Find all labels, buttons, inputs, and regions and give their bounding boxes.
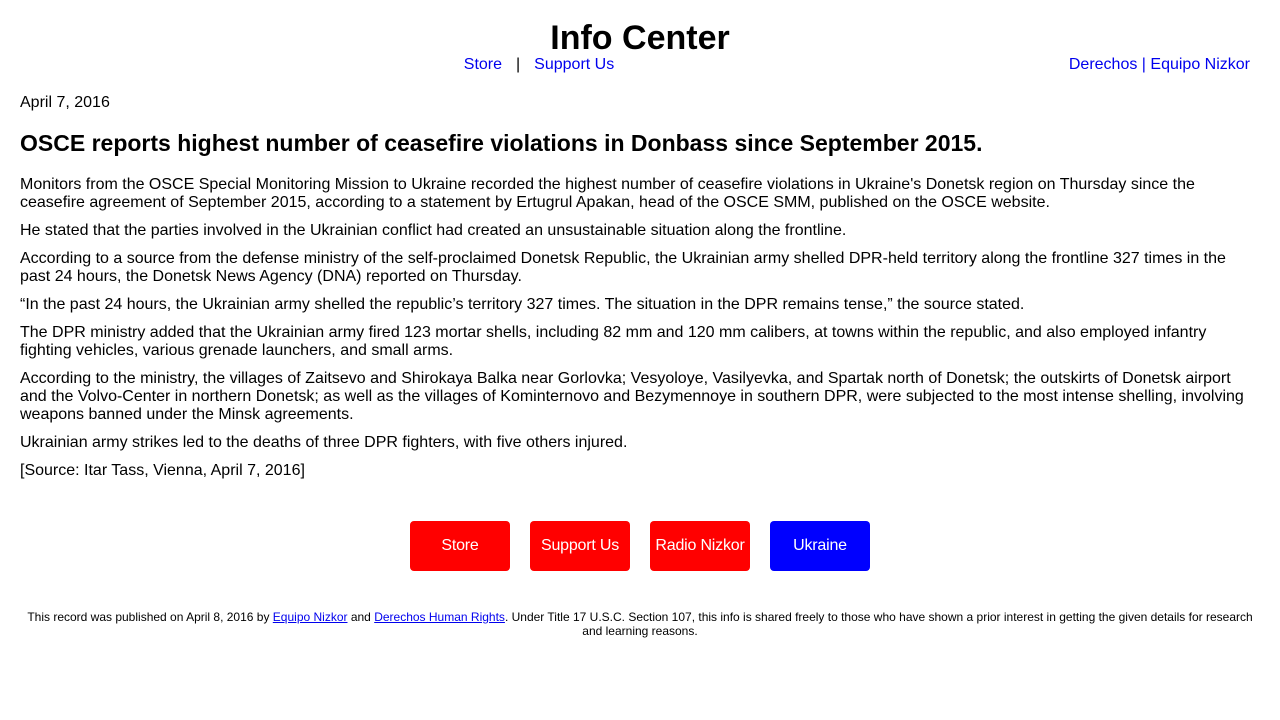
footer-equipo-nizkor-link[interactable]: Equipo Nizkor (272, 610, 348, 624)
article-paragraph: He stated that the parties involved in t… (20, 222, 847, 239)
nav-support-link[interactable]: Support Us (534, 56, 615, 73)
article: April 7, 2016 OSCE reports highest numbe… (20, 93, 1260, 490)
nav-store-link[interactable]: Store (463, 56, 503, 73)
footer-notice: This record was published on April 8, 20… (20, 610, 1260, 638)
article-source: [Source: Itar Tass, Vienna, April 7, 201… (20, 462, 305, 479)
store-button[interactable]: Store (410, 521, 510, 571)
article-paragraph: Ukrainian army strikes led to the deaths… (20, 434, 628, 451)
article-headline: OSCE reports highest number of ceasefire… (20, 130, 983, 156)
support-us-button[interactable]: Support Us (530, 521, 630, 571)
top-right-nav: Derechos | Equipo Nizkor (1069, 55, 1250, 75)
radio-nizkor-button[interactable]: Radio Nizkor (650, 521, 750, 571)
footer-text-before: This record was published on April 8, 20… (27, 610, 273, 624)
article-body: Monitors from the OSCE Special Monitorin… (20, 176, 1260, 480)
footer-text-after: . Under Title 17 U.S.C. Section 107, thi… (504, 610, 1253, 638)
article-paragraph: The DPR ministry added that the Ukrainia… (20, 324, 1207, 359)
top-nav: Store | Support Us (0, 55, 1078, 75)
button-row: Store Support Us Radio Nizkor Ukraine (0, 521, 1280, 571)
article-paragraph: Monitors from the OSCE Special Monitorin… (20, 176, 1195, 211)
article-paragraph: According to a source from the defense m… (20, 250, 1226, 285)
article-date: April 7, 2016 (20, 94, 110, 111)
derechos-nizkor-link[interactable]: Derechos | Equipo Nizkor (1068, 56, 1250, 73)
article-paragraph: According to the ministry, the villages … (20, 370, 1244, 423)
ukraine-button[interactable]: Ukraine (770, 521, 870, 571)
nav-separator: | (516, 56, 521, 73)
footer-text-mid: and (347, 610, 375, 624)
article-paragraph: “In the past 24 hours, the Ukrainian arm… (20, 296, 1025, 313)
site-title: Info Center (550, 19, 730, 57)
footer-derechos-link[interactable]: Derechos Human Rights (374, 610, 505, 624)
